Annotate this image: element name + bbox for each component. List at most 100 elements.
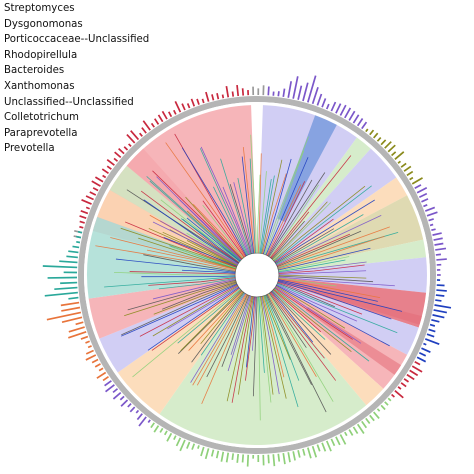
abundance-bar [429, 323, 436, 327]
abundance-bar [330, 438, 336, 447]
abundance-bar [391, 393, 395, 398]
abundance-bar [85, 354, 97, 361]
abundance-bar [128, 143, 132, 147]
tree-branch [271, 290, 332, 355]
abundance-bar [426, 333, 435, 338]
abundance-bar [352, 426, 359, 434]
tree-branch [152, 278, 236, 300]
abundance-bar [307, 75, 317, 103]
tree-branch [222, 186, 250, 255]
abundance-bar [79, 220, 85, 224]
abundance-bar [321, 442, 327, 452]
tree-branch [185, 196, 243, 260]
abundance-bar [311, 445, 318, 458]
tree-branch [190, 293, 246, 383]
clade-sector [270, 283, 408, 389]
legend-item-paraprevotella: Paraprevotella [4, 127, 78, 139]
abundance-bar [175, 437, 182, 447]
tree-branch [114, 271, 235, 276]
abundance-bar [365, 128, 369, 133]
abundance-bar [85, 340, 90, 344]
tree-branch [241, 156, 255, 254]
abundance-bar [92, 187, 99, 192]
abundance-bar [335, 103, 342, 114]
abundance-bar [272, 454, 276, 467]
tree-branch [129, 271, 236, 275]
abundance-bar [282, 452, 286, 465]
clade-sector [269, 148, 397, 265]
tree-branch [278, 277, 337, 287]
abundance-bar [432, 232, 442, 236]
tree-branch [151, 287, 240, 351]
tree-branch [277, 232, 399, 269]
abundance-bar [139, 132, 143, 137]
tree-branch [266, 184, 302, 256]
abundance-bar [200, 446, 205, 457]
abundance-bar [307, 447, 312, 459]
abundance-bar [94, 176, 104, 183]
abundance-bar [211, 94, 215, 101]
abundance-bar [361, 121, 368, 130]
abundance-bar [384, 141, 392, 149]
abundance-bar [435, 294, 445, 297]
abundance-bar [316, 93, 323, 106]
abundance-bar [423, 204, 428, 208]
tree-branch [269, 184, 319, 258]
tree-branch [265, 157, 309, 256]
tree-branch [277, 226, 390, 268]
abundance-bar [174, 101, 182, 113]
abundance-bar [126, 133, 136, 144]
tree-branch [120, 284, 238, 337]
tree-branch [270, 155, 352, 258]
tree-branch [177, 289, 241, 344]
tree-branch [269, 292, 337, 381]
tree-branch [192, 203, 244, 259]
tree-branch [263, 158, 292, 255]
abundance-bar [101, 168, 109, 175]
abundance-bar [216, 93, 220, 100]
tree-branch [245, 296, 255, 368]
tree-branch [261, 159, 283, 254]
tree-branch [146, 249, 236, 271]
tree-branch [242, 146, 256, 254]
abundance-bar [431, 228, 436, 232]
abundance-bar [369, 129, 375, 136]
abundance-bar [168, 111, 173, 118]
abundance-bar [433, 237, 443, 241]
abundance-bar [246, 454, 250, 467]
abundance-bar [61, 316, 83, 323]
tree-branch [178, 290, 243, 354]
abundance-bar [424, 206, 436, 212]
abundance-bar [414, 184, 422, 190]
abundance-bar [436, 258, 447, 261]
tree-branch [266, 294, 327, 413]
abundance-bar [361, 420, 368, 429]
abundance-bar [87, 345, 92, 349]
abundance-bar [423, 342, 427, 346]
abundance-bar [352, 114, 360, 124]
abundance-bar [409, 369, 419, 377]
abundance-bar [113, 157, 119, 162]
tree-branch [148, 228, 237, 268]
abundance-bar [335, 436, 341, 446]
tree-branch [153, 282, 237, 315]
tree-root-circle [234, 252, 280, 298]
tree-branch [275, 199, 375, 264]
tree-branch [186, 217, 241, 262]
abundance-bar [426, 211, 438, 217]
tree-branch [149, 180, 241, 262]
abundance-bar [348, 429, 354, 436]
tree-branch [186, 240, 238, 266]
tree-branch [276, 285, 390, 347]
tree-branch [181, 269, 236, 274]
tree-branch [278, 261, 367, 273]
abundance-bar [428, 218, 434, 222]
abundance-bar [123, 146, 129, 151]
tree-branch [227, 295, 252, 372]
abundance-bar [119, 395, 125, 401]
abundance-bar [380, 404, 386, 411]
tree-branch [267, 181, 306, 256]
ring-circle [78, 96, 436, 454]
abundance-bar [403, 378, 409, 383]
abundance-bar [159, 427, 164, 433]
